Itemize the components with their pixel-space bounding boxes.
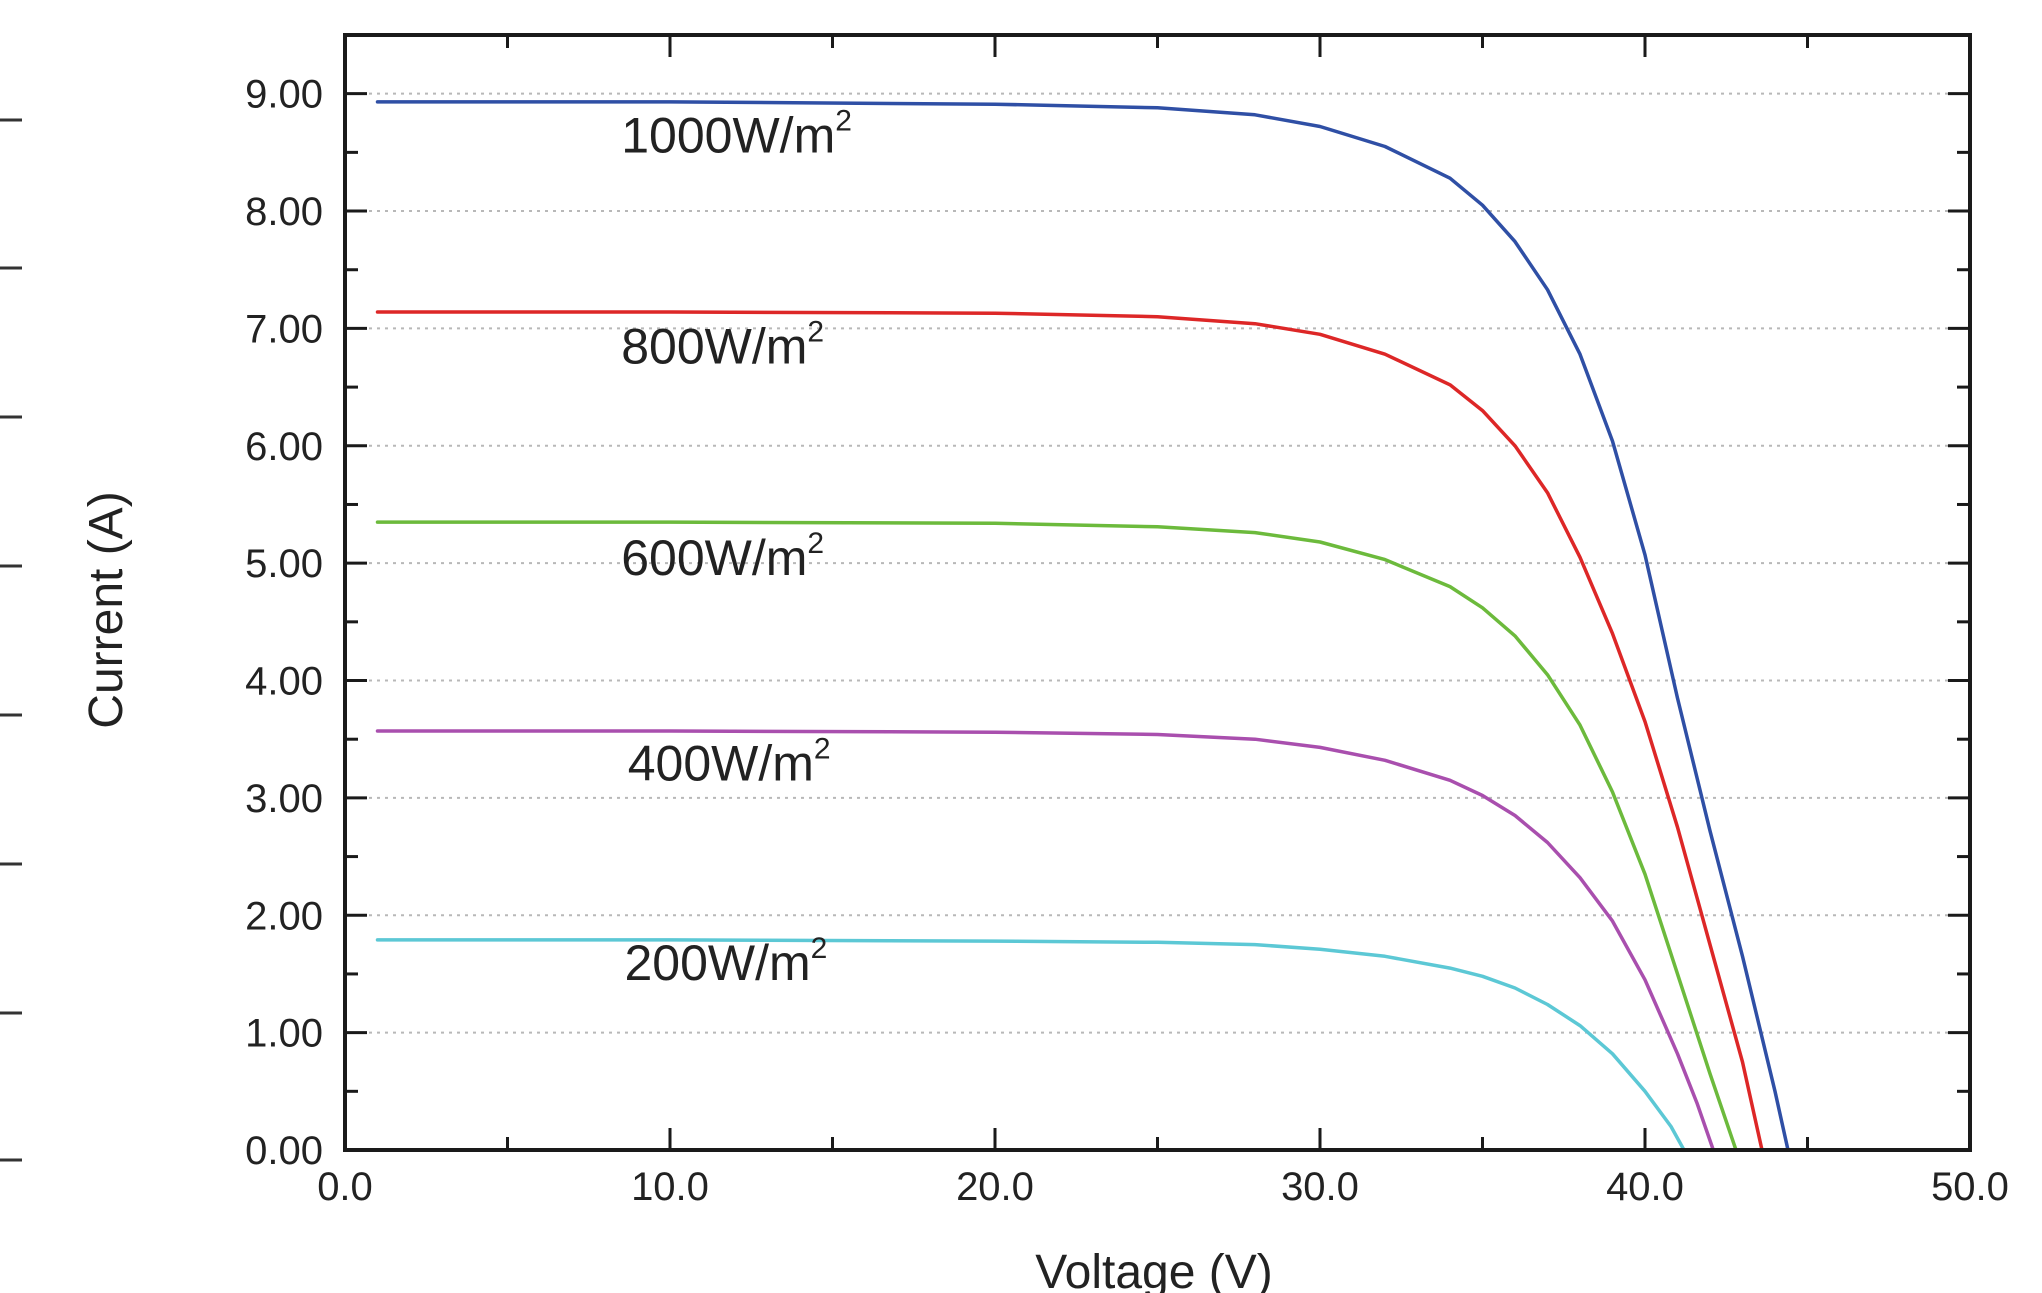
series-layer — [375, 100, 1790, 1152]
series-label-3: 400W/m2 — [628, 732, 831, 791]
series-label-text: 1000W/m — [621, 107, 835, 163]
y-tick-label: 3.00 — [245, 777, 323, 821]
series-label-superscript: 2 — [807, 527, 824, 560]
y-axis-title: Current (A) — [80, 491, 133, 728]
series-label-superscript: 2 — [835, 104, 852, 137]
x-tick-label: 40.0 — [1606, 1165, 1684, 1209]
y-tick-label: 6.00 — [245, 425, 323, 469]
series-label-1: 800W/m2 — [621, 316, 824, 375]
y-tick-label: 1.00 — [245, 1012, 323, 1056]
series-label-text: 600W/m — [621, 530, 807, 586]
y-tick-label: 0.00 — [245, 1129, 323, 1173]
x-tick-label: 0.0 — [317, 1165, 373, 1209]
x-tick-label: 30.0 — [1281, 1165, 1359, 1209]
axis-ticks: 0.0 10.0 20.0 30.0 40.0 50.0 0.00 1.00 2.00 3.00 4… — [245, 35, 2009, 1209]
left-edge-marks — [0, 118, 22, 1162]
x-axis-title: Voltage (V) — [1035, 1246, 1272, 1293]
series-label-superscript: 2 — [811, 932, 828, 965]
series-label-superscript: 2 — [807, 316, 824, 349]
y-tick-label: 2.00 — [245, 894, 323, 938]
plot-frame — [343, 33, 1972, 1152]
plot-border — [343, 33, 1972, 1152]
x-tick-label: 20.0 — [956, 1165, 1034, 1209]
series-label-superscript: 2 — [814, 732, 831, 765]
series-line-3 — [375, 729, 1716, 1152]
series-line-4 — [375, 938, 1686, 1152]
y-tick-label: 5.00 — [245, 542, 323, 586]
x-tick-label: 10.0 — [631, 1165, 709, 1209]
y-tick-label: 7.00 — [245, 307, 323, 351]
series-label-4: 200W/m2 — [625, 932, 828, 991]
series-line-0 — [375, 100, 1790, 1152]
series-line-1 — [375, 310, 1764, 1152]
y-tick-label: 9.00 — [245, 73, 323, 117]
y-tick-label: 8.00 — [245, 190, 323, 234]
series-label-0: 1000W/m2 — [621, 104, 852, 163]
y-tick-label: 4.00 — [245, 660, 323, 704]
series-label-2: 600W/m2 — [621, 527, 824, 586]
series-label-text: 400W/m — [628, 735, 814, 791]
x-tick-label: 50.0 — [1931, 1165, 2009, 1209]
series-label-text: 800W/m — [621, 319, 807, 375]
series-label-text: 200W/m — [625, 935, 811, 991]
series-line-2 — [375, 520, 1738, 1152]
horizontal-gridlines — [345, 92, 1970, 1034]
